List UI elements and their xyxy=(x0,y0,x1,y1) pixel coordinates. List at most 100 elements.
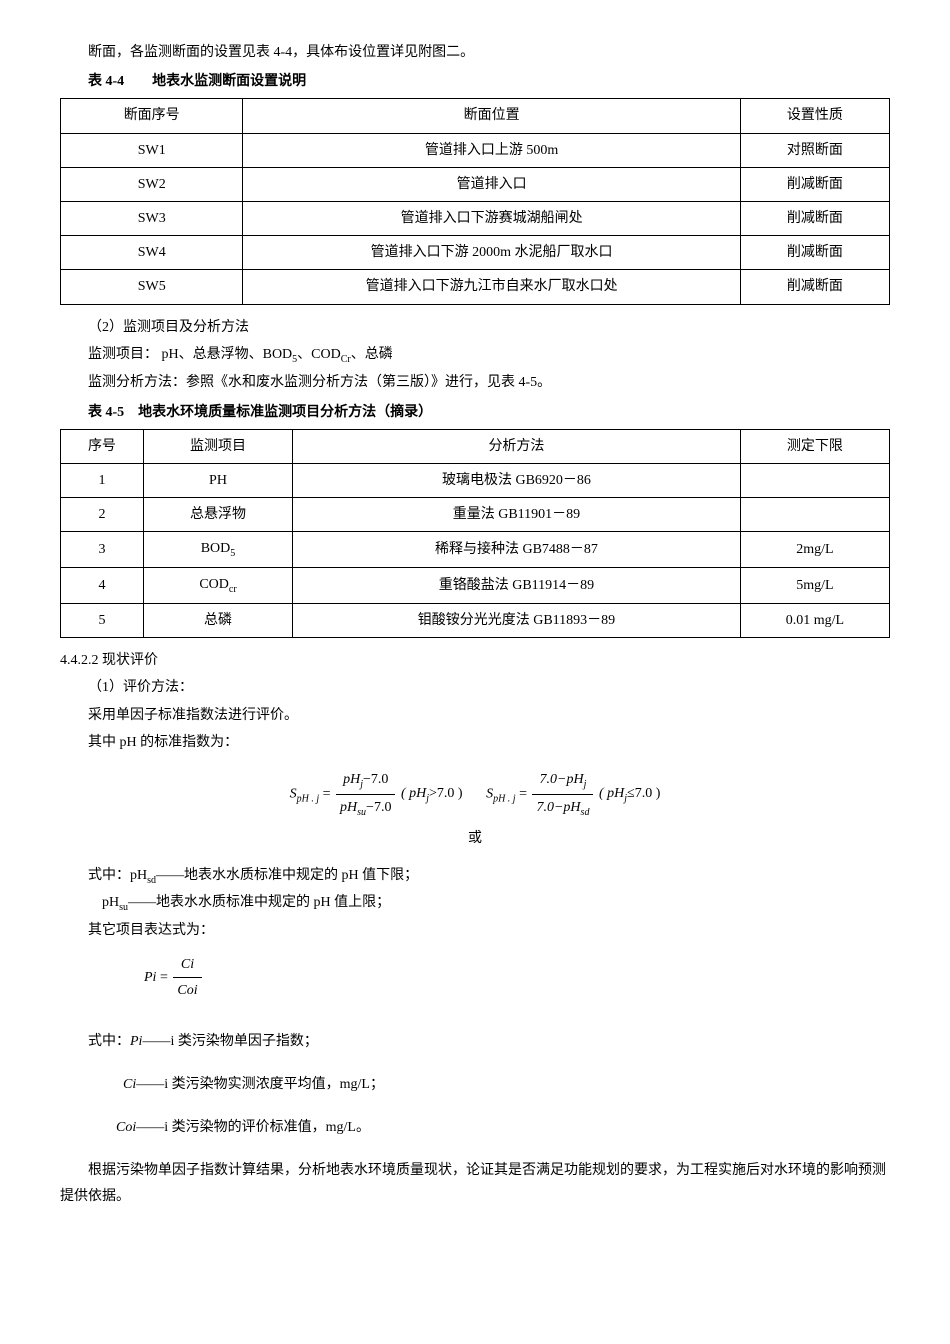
intro-text: 断面，各监测断面的设置见表 4-4，具体布设位置详见附图二。 xyxy=(60,40,890,65)
text: 7.0−pH xyxy=(536,800,580,815)
cell: 削减断面 xyxy=(740,167,889,201)
text: −7.0 xyxy=(366,800,391,815)
spacer xyxy=(60,1054,890,1070)
table2: 序号 监测项目 分析方法 测定下限 1 PH 玻璃电极法 GB6920－86 2… xyxy=(60,429,890,638)
subscript: su xyxy=(357,807,366,818)
text: ——地表水水质标准中规定的 pH 值下限； xyxy=(156,868,418,883)
var: pH xyxy=(343,772,360,787)
subscript: su xyxy=(119,901,128,912)
conclusion: 根据污染物单因子指数计算结果，分析地表水环境质量现状，论证其是否满足功能规划的要… xyxy=(60,1158,890,1208)
table-row: SW2 管道排入口 削减断面 xyxy=(61,167,890,201)
cell: SW2 xyxy=(61,167,243,201)
cell: 管道排入口上游 500m xyxy=(243,133,740,167)
text: 、COD xyxy=(297,347,341,362)
cell: SW5 xyxy=(61,270,243,304)
table-row: SW1 管道排入口上游 500m 对照断面 xyxy=(61,133,890,167)
text: 式中：pH xyxy=(88,868,147,883)
var-s: S xyxy=(290,786,297,801)
table-row: 序号 监测项目 分析方法 测定下限 xyxy=(61,429,890,463)
text: pH xyxy=(102,895,119,910)
denominator: 7.0−pHsd xyxy=(532,795,593,822)
def-phsd: 式中：pHsd——地表水水质标准中规定的 pH 值下限； xyxy=(60,863,890,890)
table-row: 4 CODcr 重铬酸盐法 GB11914－89 5mg/L xyxy=(61,568,890,604)
table-header: 监测项目 xyxy=(143,429,292,463)
table2-caption: 表 4-5 地表水环境质量标准监测项目分析方法（摘录） xyxy=(60,400,890,425)
cell: 削减断面 xyxy=(740,236,889,270)
eval-method-title: （1）评价方法： xyxy=(60,675,890,700)
condition: ( pHj≤7.0 ) xyxy=(599,786,660,801)
denominator: Coi xyxy=(173,978,201,1003)
table1-caption: 表 4-4 地表水监测断面设置说明 xyxy=(60,69,890,94)
table-header: 测定下限 xyxy=(740,429,889,463)
cell: 4 xyxy=(61,568,144,604)
text: ≤7.0 ) xyxy=(627,786,660,801)
subscript: Cr xyxy=(341,353,351,364)
subscript: pH . j xyxy=(297,793,320,804)
numerator: Ci xyxy=(173,952,201,978)
cell: BOD5 xyxy=(143,532,292,568)
text: ——i 类污染物单因子指数； xyxy=(142,1034,317,1049)
fraction: 7.0−pHj 7.0−pHsd xyxy=(532,767,593,822)
table-row: SW4 管道排入口下游 2000m 水泥船厂取水口 削减断面 xyxy=(61,236,890,270)
cell: 1 xyxy=(61,464,144,498)
subscript: cr xyxy=(229,584,237,595)
text: ——i 类污染物实测浓度平均值，mg/L； xyxy=(136,1077,384,1092)
cell: 管道排入口 xyxy=(243,167,740,201)
monitor-items: 监测项目： pH、总悬浮物、BOD5、CODCr、总磷 xyxy=(60,342,890,369)
cell: 管道排入口下游赛城湖船闸处 xyxy=(243,201,740,235)
subscript: sd xyxy=(581,807,590,818)
eval-method-line1: 采用单因子标准指数法进行评价。 xyxy=(60,703,890,728)
def-phsu: pHsu——地表水水质标准中规定的 pH 值上限； xyxy=(102,890,890,917)
subscript: 5 xyxy=(230,548,235,559)
other-items-text: 其它项目表达式为： xyxy=(60,918,890,943)
cell: 削减断面 xyxy=(740,270,889,304)
subscript: pH . j xyxy=(493,793,516,804)
cell: SW3 xyxy=(61,201,243,235)
var: pH xyxy=(340,800,357,815)
equals: = xyxy=(323,786,331,801)
formula-part2: SpH . j = 7.0−pHj 7.0−pHsd ( pHj≤7.0 ) xyxy=(486,767,660,822)
table1: 断面序号 断面位置 设置性质 SW1 管道排入口上游 500m 对照断面 SW2… xyxy=(60,98,890,304)
cell: 玻璃电极法 GB6920－86 xyxy=(293,464,741,498)
cell: 管道排入口下游九江市自来水厂取水口处 xyxy=(243,270,740,304)
var: Pi xyxy=(130,1034,142,1049)
table-header: 断面序号 xyxy=(61,99,243,133)
def-pi: 式中：Pi——i 类污染物单因子指数； xyxy=(60,1029,890,1054)
var-pi: Pi xyxy=(144,969,156,984)
cell: 重铬酸盐法 GB11914－89 xyxy=(293,568,741,604)
subscript: j xyxy=(584,779,587,790)
cell: 5 xyxy=(61,604,144,638)
cell: SW4 xyxy=(61,236,243,270)
cell: 3 xyxy=(61,532,144,568)
cell: 钼酸铵分光光度法 GB11893－89 xyxy=(293,604,741,638)
text: ( pH xyxy=(599,786,624,801)
text: 式中： xyxy=(88,1034,130,1049)
cell: 重量法 GB11901－89 xyxy=(293,498,741,532)
cell xyxy=(740,464,889,498)
cell: 2 xyxy=(61,498,144,532)
text: 监测项目： pH、总悬浮物、BOD xyxy=(88,347,292,362)
equals: = xyxy=(160,969,168,984)
text: >7.0 ) xyxy=(429,786,463,801)
table-row: SW3 管道排入口下游赛城湖船闸处 削减断面 xyxy=(61,201,890,235)
numerator: 7.0−pHj xyxy=(532,767,593,795)
table-row: 3 BOD5 稀释与接种法 GB7488－87 2mg/L xyxy=(61,532,890,568)
text: ——地表水水质标准中规定的 pH 值上限； xyxy=(128,895,390,910)
spacer xyxy=(60,1140,890,1156)
table-header: 分析方法 xyxy=(293,429,741,463)
var: Coi xyxy=(116,1120,136,1135)
cell: 总悬浮物 xyxy=(143,498,292,532)
cell: PH xyxy=(143,464,292,498)
condition: ( pHj>7.0 ) xyxy=(401,786,463,801)
table-header: 设置性质 xyxy=(740,99,889,133)
def-ci: Ci——i 类污染物实测浓度平均值，mg/L； xyxy=(60,1072,890,1097)
table-row: 断面序号 断面位置 设置性质 xyxy=(61,99,890,133)
text: 、总磷 xyxy=(351,347,393,362)
text: −7.0 xyxy=(363,772,388,787)
cell: 2mg/L xyxy=(740,532,889,568)
cell: 0.01 mg/L xyxy=(740,604,889,638)
cell: 削减断面 xyxy=(740,201,889,235)
table-row: 2 总悬浮物 重量法 GB11901－89 xyxy=(61,498,890,532)
formula-part1: SpH . j = pHj−7.0 pHsu−7.0 ( pHj>7.0 ) xyxy=(290,767,463,822)
ph-formula: SpH . j = pHj−7.0 pHsu−7.0 ( pHj>7.0 ) S… xyxy=(60,767,890,851)
